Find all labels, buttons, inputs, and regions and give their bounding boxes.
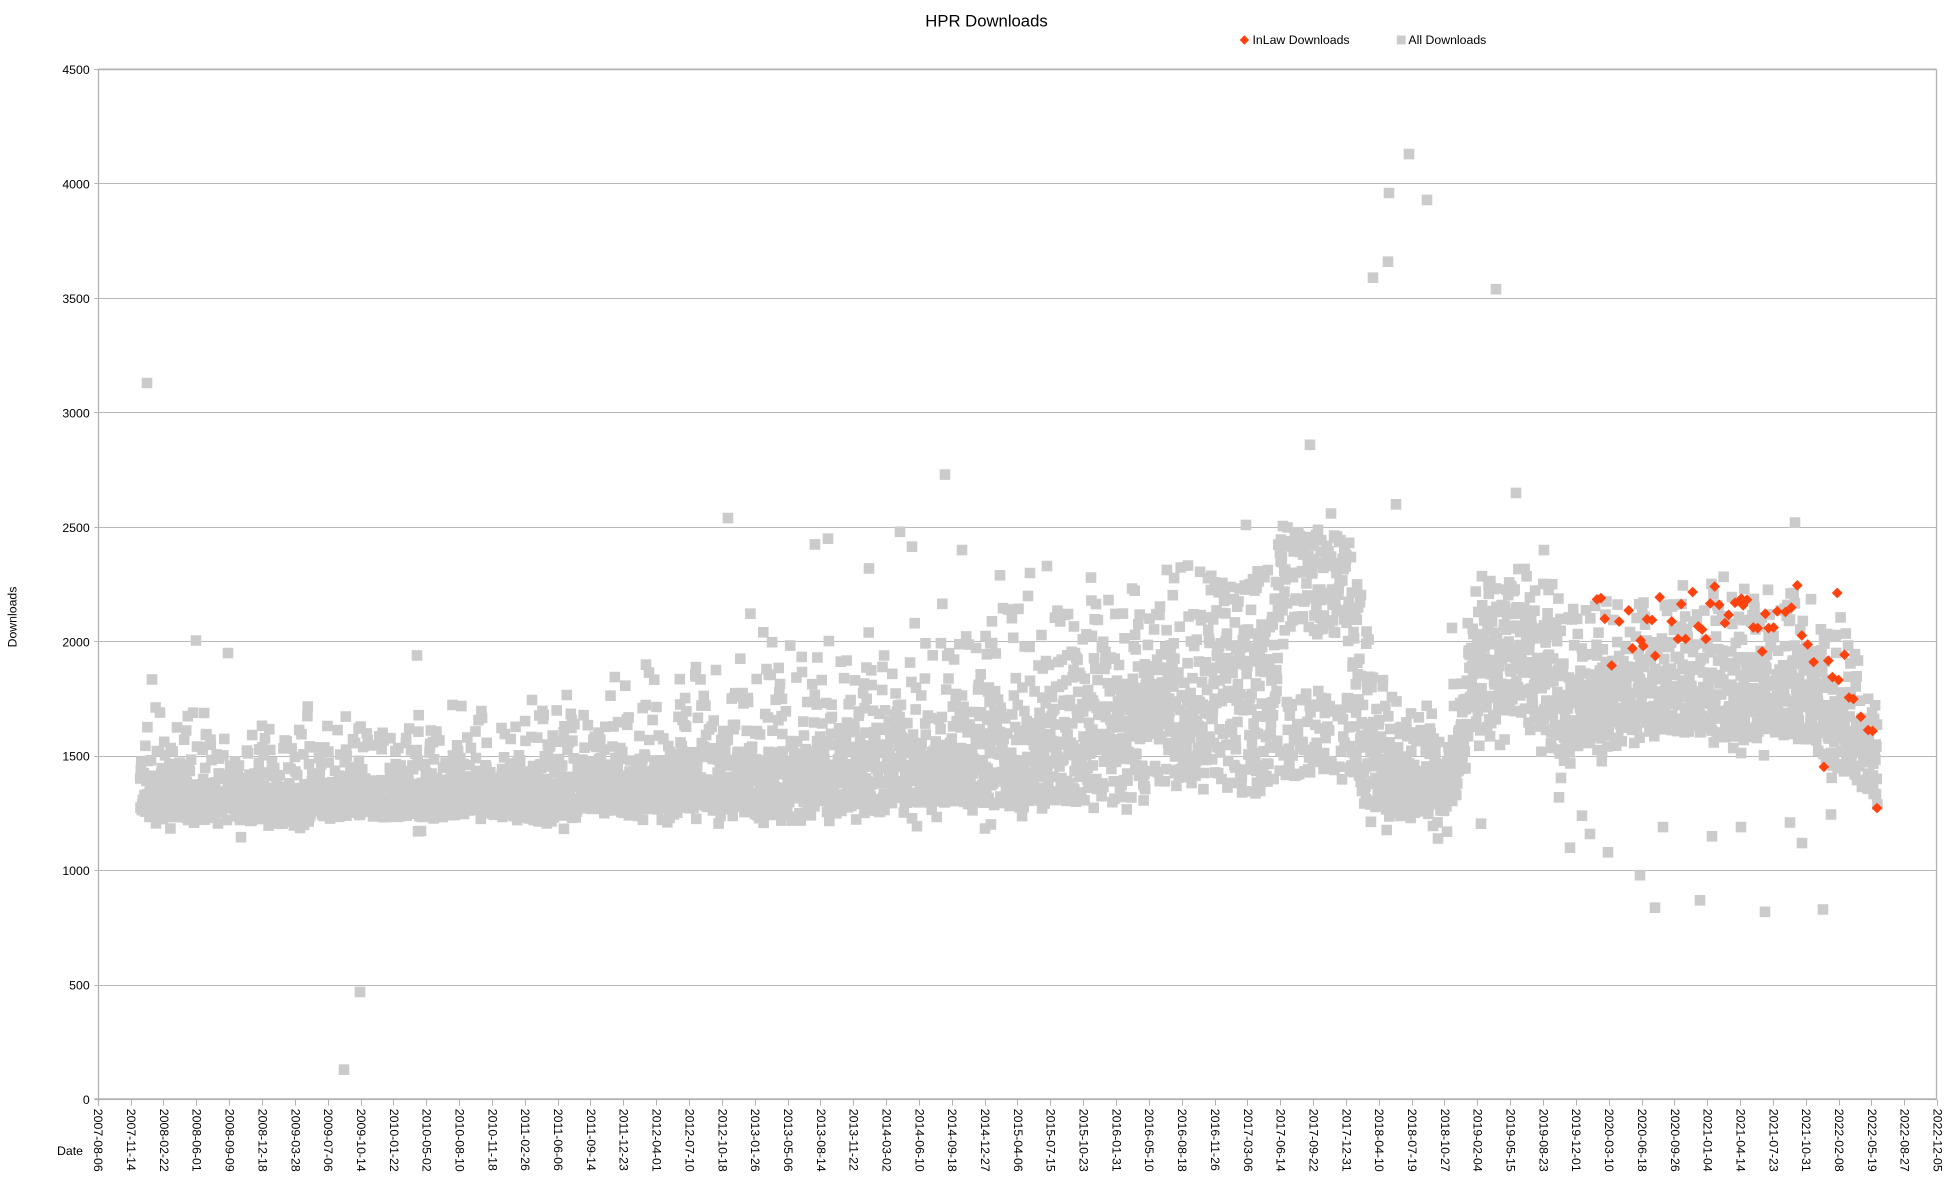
svg-text:2014-12-27: 2014-12-27 xyxy=(978,1109,992,1172)
svg-text:2019-12-01: 2019-12-01 xyxy=(1569,1109,1583,1172)
svg-text:2008-12-18: 2008-12-18 xyxy=(255,1109,269,1172)
svg-text:2007-11-14: 2007-11-14 xyxy=(124,1109,138,1171)
svg-text:2009-03-28: 2009-03-28 xyxy=(288,1109,302,1172)
svg-text:2022-05-19: 2022-05-19 xyxy=(1865,1109,1879,1172)
svg-text:2000: 2000 xyxy=(62,635,90,649)
svg-text:2021-10-31: 2021-10-31 xyxy=(1799,1109,1813,1172)
svg-text:2017-03-06: 2017-03-06 xyxy=(1241,1109,1255,1172)
svg-text:2014-03-02: 2014-03-02 xyxy=(880,1109,894,1172)
svg-text:2008-09-09: 2008-09-09 xyxy=(223,1109,237,1172)
svg-text:2020-03-10: 2020-03-10 xyxy=(1602,1109,1616,1172)
svg-text:2019-02-04: 2019-02-04 xyxy=(1471,1109,1485,1172)
svg-text:2021-07-23: 2021-07-23 xyxy=(1766,1109,1780,1172)
svg-text:2012-04-01: 2012-04-01 xyxy=(650,1109,664,1172)
svg-text:2008-06-01: 2008-06-01 xyxy=(190,1109,204,1172)
svg-text:2007-08-06: 2007-08-06 xyxy=(91,1109,105,1172)
svg-text:500: 500 xyxy=(69,979,90,993)
svg-text:2011-02-26: 2011-02-26 xyxy=(518,1109,532,1171)
svg-text:2010-05-02: 2010-05-02 xyxy=(420,1109,434,1172)
svg-text:HPR Downloads: HPR Downloads xyxy=(925,12,1047,31)
svg-text:All Downloads: All Downloads xyxy=(1408,33,1486,47)
svg-text:2013-05-06: 2013-05-06 xyxy=(781,1109,795,1172)
svg-text:2019-05-15: 2019-05-15 xyxy=(1504,1109,1518,1172)
svg-text:2021-04-14: 2021-04-14 xyxy=(1734,1109,1748,1172)
svg-text:2016-05-10: 2016-05-10 xyxy=(1142,1109,1156,1172)
svg-text:2020-06-18: 2020-06-18 xyxy=(1635,1109,1649,1172)
svg-text:2013-08-14: 2013-08-14 xyxy=(814,1109,828,1172)
svg-text:2012-10-18: 2012-10-18 xyxy=(715,1109,729,1172)
svg-text:2012-07-10: 2012-07-10 xyxy=(682,1109,696,1172)
svg-text:Date: Date xyxy=(57,1144,83,1158)
svg-text:1500: 1500 xyxy=(62,750,90,764)
svg-text:2010-11-18: 2010-11-18 xyxy=(485,1109,499,1171)
svg-text:2010-01-22: 2010-01-22 xyxy=(387,1109,401,1172)
svg-text:2014-09-18: 2014-09-18 xyxy=(945,1109,959,1172)
svg-text:2016-11-26: 2016-11-26 xyxy=(1208,1109,1222,1171)
svg-text:2018-04-10: 2018-04-10 xyxy=(1372,1109,1386,1172)
svg-text:2009-07-06: 2009-07-06 xyxy=(321,1109,335,1172)
svg-text:3000: 3000 xyxy=(62,406,90,420)
svg-text:4000: 4000 xyxy=(62,178,90,192)
svg-text:2011-12-23: 2011-12-23 xyxy=(617,1109,631,1171)
svg-text:2011-06-06: 2011-06-06 xyxy=(551,1109,565,1171)
svg-text:2013-11-22: 2013-11-22 xyxy=(847,1109,861,1171)
svg-text:2018-10-27: 2018-10-27 xyxy=(1438,1109,1452,1172)
svg-text:2015-07-15: 2015-07-15 xyxy=(1044,1109,1058,1172)
svg-text:2013-01-26: 2013-01-26 xyxy=(748,1109,762,1172)
svg-text:2019-08-23: 2019-08-23 xyxy=(1536,1109,1550,1172)
svg-text:2008-02-22: 2008-02-22 xyxy=(157,1109,171,1172)
svg-text:1000: 1000 xyxy=(62,864,90,878)
svg-text:2020-09-26: 2020-09-26 xyxy=(1668,1109,1682,1172)
svg-text:2011-09-14: 2011-09-14 xyxy=(584,1109,598,1171)
svg-text:2022-02-08: 2022-02-08 xyxy=(1832,1109,1846,1172)
svg-text:InLaw Downloads: InLaw Downloads xyxy=(1253,33,1350,47)
svg-text:4500: 4500 xyxy=(62,63,90,77)
svg-text:2017-12-31: 2017-12-31 xyxy=(1339,1109,1353,1172)
svg-text:2022-08-27: 2022-08-27 xyxy=(1898,1109,1912,1172)
svg-text:2015-10-23: 2015-10-23 xyxy=(1077,1109,1091,1172)
svg-text:2014-06-10: 2014-06-10 xyxy=(912,1109,926,1172)
svg-text:2016-08-18: 2016-08-18 xyxy=(1175,1109,1189,1172)
svg-text:3500: 3500 xyxy=(62,292,90,306)
svg-text:2016-01-31: 2016-01-31 xyxy=(1109,1109,1123,1172)
svg-text:2010-08-10: 2010-08-10 xyxy=(453,1109,467,1172)
svg-text:0: 0 xyxy=(83,1093,90,1107)
svg-text:2021-01-04: 2021-01-04 xyxy=(1701,1109,1715,1172)
svg-text:2500: 2500 xyxy=(62,521,90,535)
svg-text:2022-12-05: 2022-12-05 xyxy=(1931,1109,1945,1172)
svg-text:Downloads: Downloads xyxy=(6,587,20,648)
svg-text:2017-06-14: 2017-06-14 xyxy=(1274,1109,1288,1172)
svg-text:2015-04-06: 2015-04-06 xyxy=(1011,1109,1025,1172)
svg-text:2018-07-19: 2018-07-19 xyxy=(1405,1109,1419,1172)
svg-text:2017-09-22: 2017-09-22 xyxy=(1307,1109,1321,1172)
svg-text:2009-10-14: 2009-10-14 xyxy=(354,1109,368,1172)
